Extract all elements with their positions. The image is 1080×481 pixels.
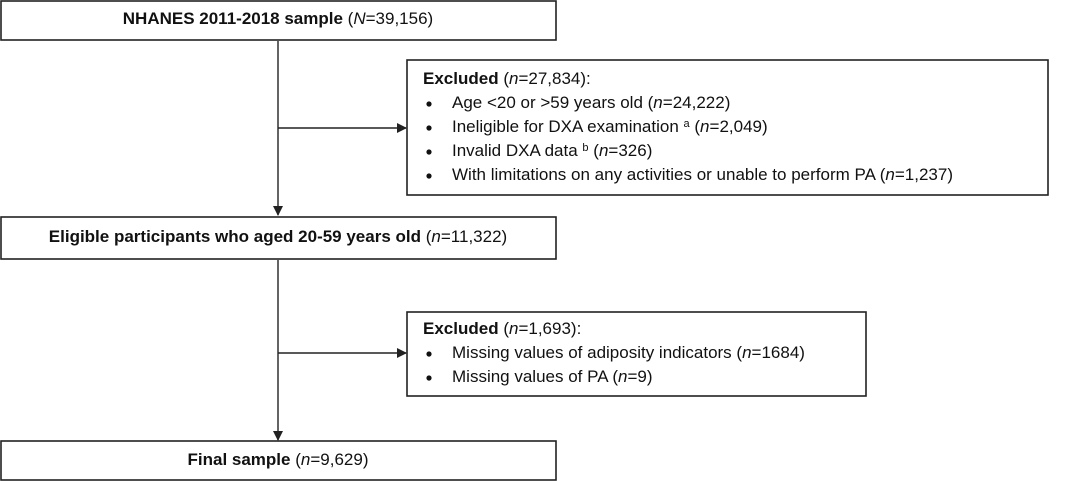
bullet	[426, 173, 432, 179]
exclusion-heading: Excluded (n=1,693):	[423, 319, 581, 338]
text-run: n	[885, 165, 894, 184]
text-run: n	[742, 343, 751, 362]
step-box	[0, 216, 557, 260]
text-run: Excluded	[423, 69, 499, 88]
bullet	[426, 351, 432, 357]
text-run: (	[343, 9, 354, 28]
exclusion-item: Missing values of adiposity indicators (…	[452, 343, 805, 362]
text-run: n	[509, 319, 518, 338]
text-run: n	[700, 117, 709, 136]
text-run: Ineligible for DXA examination	[452, 117, 684, 136]
exclusion-item: With limitations on any activities or un…	[452, 165, 953, 184]
bullet	[426, 375, 432, 381]
exclusion-box	[406, 311, 867, 397]
text-run: NHANES 2011-2018 sample	[123, 9, 343, 28]
text-run: =1684)	[752, 343, 805, 362]
text-run: n	[301, 450, 310, 469]
step-label: NHANES 2011-2018 sample (N=39,156)	[123, 9, 433, 28]
text-run: (	[290, 450, 301, 469]
step-label: Eligible participants who aged 20-59 yea…	[49, 227, 507, 246]
text-run: =39,156)	[366, 9, 434, 28]
text-run: =9,629)	[310, 450, 368, 469]
text-run: =1,237)	[895, 165, 953, 184]
exclusion-item: Invalid DXA data b (n=326)	[452, 141, 652, 160]
text-run: Missing values of adiposity indicators (	[452, 343, 742, 362]
step-box	[0, 440, 557, 481]
text-run: (	[499, 319, 510, 338]
text-run: Final sample	[188, 450, 291, 469]
text-run: n	[618, 367, 627, 386]
exclusion-box	[406, 59, 1049, 196]
text-run: (	[690, 117, 701, 136]
text-run: =9)	[627, 367, 652, 386]
text-run: (	[589, 141, 600, 160]
text-run: b	[582, 142, 588, 154]
text-run: a	[684, 118, 691, 130]
text-run: Eligible participants who aged 20-59 yea…	[49, 227, 421, 246]
text-run: n	[509, 69, 518, 88]
bullet	[426, 125, 432, 131]
text-run: N	[353, 9, 366, 28]
text-run: =24,222)	[663, 93, 731, 112]
text-run: Age <20 or >59 years old (	[452, 93, 654, 112]
bullet	[426, 101, 432, 107]
text-run: n	[599, 141, 608, 160]
text-run: With limitations on any activities or un…	[452, 165, 886, 184]
text-run: Excluded	[423, 319, 499, 338]
text-run: =326)	[608, 141, 652, 160]
step-label: Final sample (n=9,629)	[188, 450, 369, 469]
step-box	[0, 0, 557, 41]
text-run: Invalid DXA data	[452, 141, 582, 160]
text-run: (	[499, 69, 510, 88]
text-run: =2,049)	[710, 117, 768, 136]
exclusion-heading: Excluded (n=27,834):	[423, 69, 591, 88]
exclusion-item: Missing values of PA (n=9)	[452, 367, 653, 386]
text-run: n	[431, 227, 440, 246]
text-run: (	[421, 227, 432, 246]
text-run: Missing values of PA (	[452, 367, 618, 386]
bullet	[426, 149, 432, 155]
text-run: =1,693):	[518, 319, 581, 338]
text-run: n	[653, 93, 662, 112]
exclusion-item: Age <20 or >59 years old (n=24,222)	[452, 93, 730, 112]
text-run: =27,834):	[518, 69, 590, 88]
text-run: =11,322)	[441, 227, 507, 246]
exclusion-item: Ineligible for DXA examination a (n=2,04…	[452, 117, 768, 136]
